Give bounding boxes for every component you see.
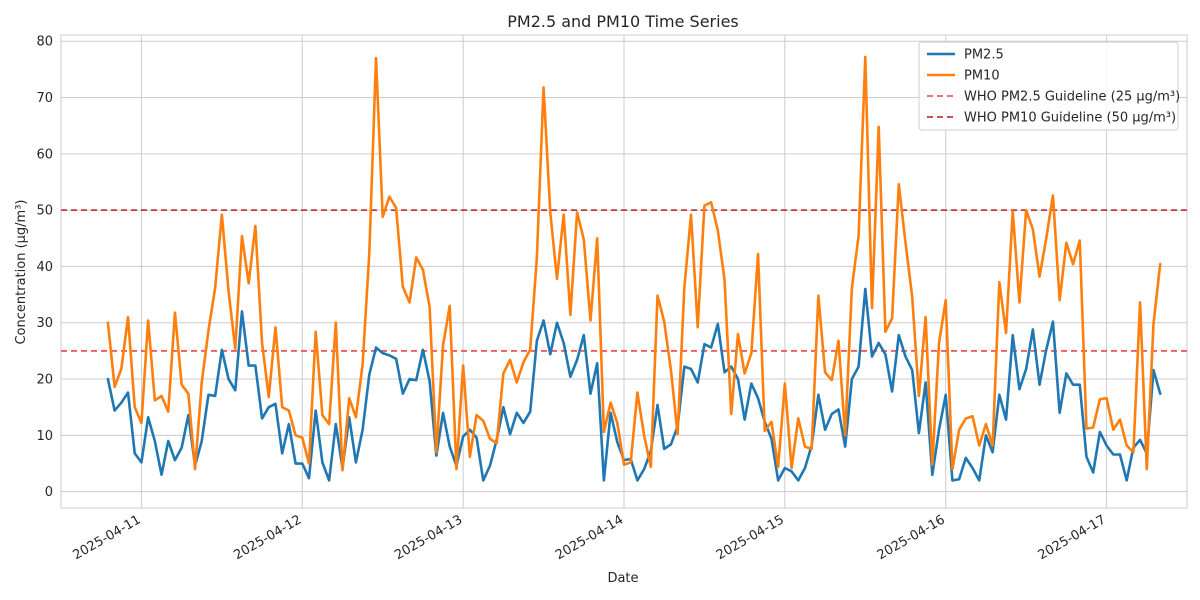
legend-label: WHO PM2.5 Guideline (25 μg/m³) — [964, 90, 1180, 105]
y-tick-labels: 0 10 20 30 40 50 60 70 80 — [36, 35, 53, 500]
grid-lines — [61, 35, 1187, 508]
y-tick-label: 40 — [36, 260, 53, 275]
y-tick-label: 70 — [36, 91, 53, 106]
series-line-pm25 — [106, 287, 1162, 482]
legend: PM2.5 PM10 WHO PM2.5 Guideline (25 μg/m³) W… — [918, 41, 1180, 131]
x-tick-label: 2025-04-12 — [231, 512, 304, 563]
x-axis-label: Date — [607, 571, 638, 586]
y-tick-label: 80 — [36, 35, 53, 50]
x-tick-label: 2025-04-16 — [875, 512, 948, 563]
y-tick-label: 50 — [36, 204, 53, 219]
x-tick-labels: 2025-04-11 2025-04-12 2025-04-13 2025-04-14… — [70, 512, 1108, 563]
legend-box — [918, 41, 1179, 131]
legend-label: PM2.5 — [964, 48, 1004, 63]
y-tick-label: 0 — [45, 485, 53, 500]
y-tick-label: 20 — [36, 373, 53, 388]
legend-label: WHO PM10 Guideline (50 μg/m³) — [964, 111, 1176, 126]
x-tick-label: 2025-04-13 — [392, 512, 465, 563]
series-line-pm10 — [106, 55, 1162, 472]
x-tick-label: 2025-04-15 — [714, 512, 787, 563]
y-tick-label: 60 — [36, 147, 53, 162]
y-tick-label: 30 — [36, 316, 53, 331]
x-tick-label: 2025-04-17 — [1036, 512, 1109, 563]
y-axis-label: Concentration (μg/m³) — [14, 199, 29, 344]
chart-title: PM2.5 and PM10 Time Series — [507, 12, 739, 31]
legend-label: PM10 — [964, 69, 1000, 84]
x-tick-label: 2025-04-11 — [70, 512, 143, 563]
guideline-layer — [61, 209, 1187, 352]
x-tick-label: 2025-04-14 — [553, 512, 626, 563]
series-layer — [106, 55, 1162, 482]
y-tick-label: 10 — [36, 429, 53, 444]
